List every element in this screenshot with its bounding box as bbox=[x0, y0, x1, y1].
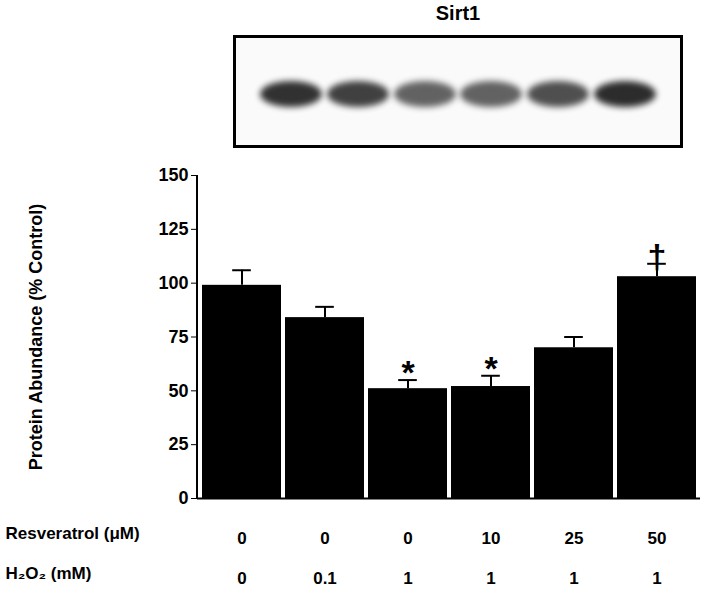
svg-text:H₂O₂ (mM): H₂O₂ (mM) bbox=[6, 564, 92, 583]
svg-text:75: 75 bbox=[168, 327, 188, 347]
svg-text:Resveratrol (μM): Resveratrol (μM) bbox=[6, 524, 140, 543]
svg-text:50: 50 bbox=[648, 529, 667, 548]
svg-text:Protein Abundance (% Control): Protein Abundance (% Control) bbox=[26, 204, 46, 470]
svg-text:0: 0 bbox=[237, 529, 246, 548]
svg-text:1: 1 bbox=[403, 569, 412, 588]
svg-text:*: * bbox=[484, 349, 498, 387]
svg-text:125: 125 bbox=[158, 219, 188, 239]
svg-text:†: † bbox=[648, 237, 667, 275]
svg-text:150: 150 bbox=[158, 165, 188, 185]
svg-text:1: 1 bbox=[486, 569, 495, 588]
svg-text:10: 10 bbox=[482, 529, 501, 548]
svg-text:0: 0 bbox=[178, 488, 188, 508]
svg-text:0.1: 0.1 bbox=[313, 569, 337, 588]
svg-text:0: 0 bbox=[237, 569, 246, 588]
svg-text:0: 0 bbox=[403, 529, 412, 548]
svg-text:0: 0 bbox=[320, 529, 329, 548]
svg-text:25: 25 bbox=[565, 529, 584, 548]
svg-text:50: 50 bbox=[168, 381, 188, 401]
svg-text:1: 1 bbox=[569, 569, 578, 588]
svg-text:100: 100 bbox=[158, 273, 188, 293]
svg-text:25: 25 bbox=[168, 434, 188, 454]
html-text:Sirt1: Sirt1 bbox=[435, 2, 481, 24]
svg-text:1: 1 bbox=[652, 569, 661, 588]
svg-text:*: * bbox=[401, 353, 415, 391]
